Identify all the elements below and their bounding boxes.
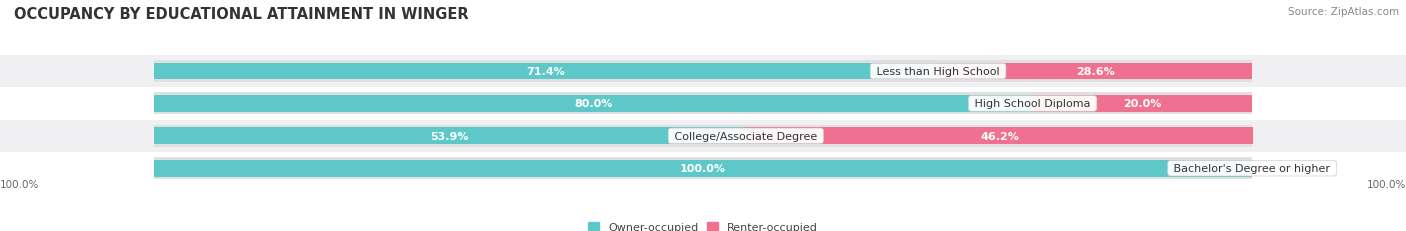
Text: 100.0%: 100.0% — [1367, 179, 1406, 189]
Bar — [938, 63, 1253, 80]
Bar — [0, 120, 1406, 152]
Bar — [0, 56, 1406, 88]
Text: OCCUPANCY BY EDUCATIONAL ATTAINMENT IN WINGER: OCCUPANCY BY EDUCATIONAL ATTAINMENT IN W… — [14, 7, 468, 22]
Bar — [153, 158, 1253, 179]
Text: 46.2%: 46.2% — [980, 131, 1019, 141]
Legend: Owner-occupied, Renter-occupied: Owner-occupied, Renter-occupied — [583, 217, 823, 231]
Text: 53.9%: 53.9% — [430, 131, 470, 141]
Text: Source: ZipAtlas.com: Source: ZipAtlas.com — [1288, 7, 1399, 17]
Bar — [0, 88, 1406, 120]
Bar — [153, 96, 1032, 112]
Text: Less than High School: Less than High School — [873, 67, 1002, 77]
Text: 20.0%: 20.0% — [1123, 99, 1161, 109]
Text: 100.0%: 100.0% — [681, 164, 725, 173]
Bar — [153, 160, 1253, 177]
Bar — [153, 63, 938, 80]
Text: 80.0%: 80.0% — [574, 99, 613, 109]
Text: 71.4%: 71.4% — [527, 67, 565, 77]
Bar — [1032, 96, 1253, 112]
Text: 100.0%: 100.0% — [0, 179, 39, 189]
Bar — [0, 152, 1406, 185]
Bar — [153, 93, 1253, 115]
Bar — [153, 128, 745, 145]
Text: Bachelor's Degree or higher: Bachelor's Degree or higher — [1170, 164, 1334, 173]
Text: High School Diploma: High School Diploma — [972, 99, 1094, 109]
Text: College/Associate Degree: College/Associate Degree — [671, 131, 821, 141]
Text: 28.6%: 28.6% — [1076, 67, 1115, 77]
Bar — [745, 128, 1253, 145]
Text: 0.0%: 0.0% — [1268, 164, 1296, 173]
Bar — [153, 61, 1253, 83]
Bar — [153, 125, 1253, 147]
